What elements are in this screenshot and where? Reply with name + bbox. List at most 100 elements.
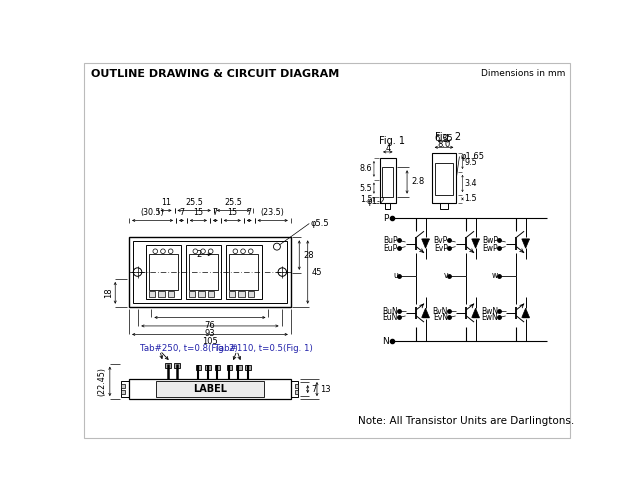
Text: 5.5: 5.5 [360,184,373,192]
Text: 76: 76 [205,320,215,329]
Text: 28: 28 [303,250,314,259]
Bar [291,381,299,397]
Text: u: u [393,271,398,280]
Text: Dimensions in mm: Dimensions in mm [480,69,565,78]
Bar [380,158,396,203]
Text: (22.45): (22.45) [98,367,107,396]
Text: BvP: BvP [434,236,448,245]
Text: 15: 15 [193,208,204,217]
Bar [149,291,155,298]
Bar [214,365,220,370]
Text: 2: 2 [197,250,202,259]
Text: BwP: BwP [482,236,498,245]
Bar [121,381,129,397]
Polygon shape [471,308,479,317]
Bar [434,163,453,195]
Text: 25.5: 25.5 [185,197,203,207]
Text: Tab#110, t=0.5(Fig. 1): Tab#110, t=0.5(Fig. 1) [216,344,313,353]
Text: 7: 7 [179,208,184,217]
Text: EwN: EwN [481,313,498,322]
Bar [158,291,165,298]
Text: BuN: BuN [382,307,398,316]
Text: BvN: BvN [433,307,448,316]
Text: 13: 13 [320,384,330,394]
Text: 7: 7 [247,208,252,217]
Text: 7: 7 [311,384,316,394]
Bar [227,365,232,370]
Text: 7: 7 [212,208,218,217]
Text: v: v [443,271,448,280]
Text: 15: 15 [227,208,237,217]
Bar [236,365,242,370]
Text: BuP: BuP [383,236,398,245]
Text: P: P [383,214,389,223]
Text: 11: 11 [161,197,171,207]
Bar [156,381,264,397]
Text: Fig. 2: Fig. 2 [435,131,461,141]
Text: EvN: EvN [433,313,448,322]
Bar [129,379,291,399]
Text: LABEL: LABEL [193,384,227,394]
Text: φ1.2: φ1.2 [366,197,385,206]
Text: 1.5: 1.5 [360,195,373,204]
Text: 9.5: 9.5 [464,158,477,167]
Bar [189,291,195,298]
Text: φ1.65: φ1.65 [460,152,484,161]
Text: Tab#250, t=0.8(Fig. 2): Tab#250, t=0.8(Fig. 2) [140,344,237,353]
Bar [146,245,181,299]
Text: 4: 4 [385,144,390,153]
Text: 105: 105 [202,337,218,347]
Text: 93: 93 [205,329,215,338]
Text: 18: 18 [104,288,113,298]
Bar [248,291,254,298]
Text: 45: 45 [311,267,322,277]
Bar [246,365,251,370]
Text: Note: All Transistor Units are Darlingtons.: Note: All Transistor Units are Darlingto… [358,416,574,426]
Bar [229,291,235,298]
Polygon shape [422,308,429,317]
Bar [226,245,262,299]
Text: 8.6: 8.6 [360,164,373,174]
Bar [207,291,214,298]
Text: 1.5: 1.5 [464,194,477,203]
Text: EuP: EuP [383,244,398,252]
Text: 25.5: 25.5 [225,197,242,207]
Bar [174,363,180,369]
Bar [133,241,287,303]
Bar [432,153,456,203]
Text: N: N [382,337,389,346]
Text: w: w [492,271,498,280]
Bar [121,384,125,388]
Bar [189,254,218,290]
Text: 2.8: 2.8 [411,178,424,186]
Polygon shape [522,239,530,248]
Bar [382,167,393,196]
Bar [229,254,258,290]
Bar [165,363,171,369]
Bar [295,384,299,388]
Text: (30.5): (30.5) [141,208,165,217]
Text: φ5.5: φ5.5 [310,219,329,228]
Polygon shape [522,308,530,317]
Polygon shape [471,239,479,248]
Bar [186,245,221,299]
Text: 6.35: 6.35 [434,133,454,142]
Bar [129,238,291,307]
Text: EuN: EuN [382,313,398,322]
Bar [295,390,299,394]
Bar [196,365,202,370]
Bar [440,203,448,209]
Bar [121,390,125,394]
Bar [149,254,179,290]
Polygon shape [422,239,429,248]
Bar [385,203,390,209]
Text: EwP: EwP [482,244,498,252]
Bar [205,365,211,370]
Text: OUTLINE DRAWING & CIRCUIT DIAGRAM: OUTLINE DRAWING & CIRCUIT DIAGRAM [91,69,339,79]
Text: EvP: EvP [434,244,448,252]
Text: (23.5): (23.5) [261,208,285,217]
Bar [239,291,244,298]
Text: BwN: BwN [481,307,498,316]
Bar [198,291,205,298]
Text: Fig. 1: Fig. 1 [379,136,404,146]
